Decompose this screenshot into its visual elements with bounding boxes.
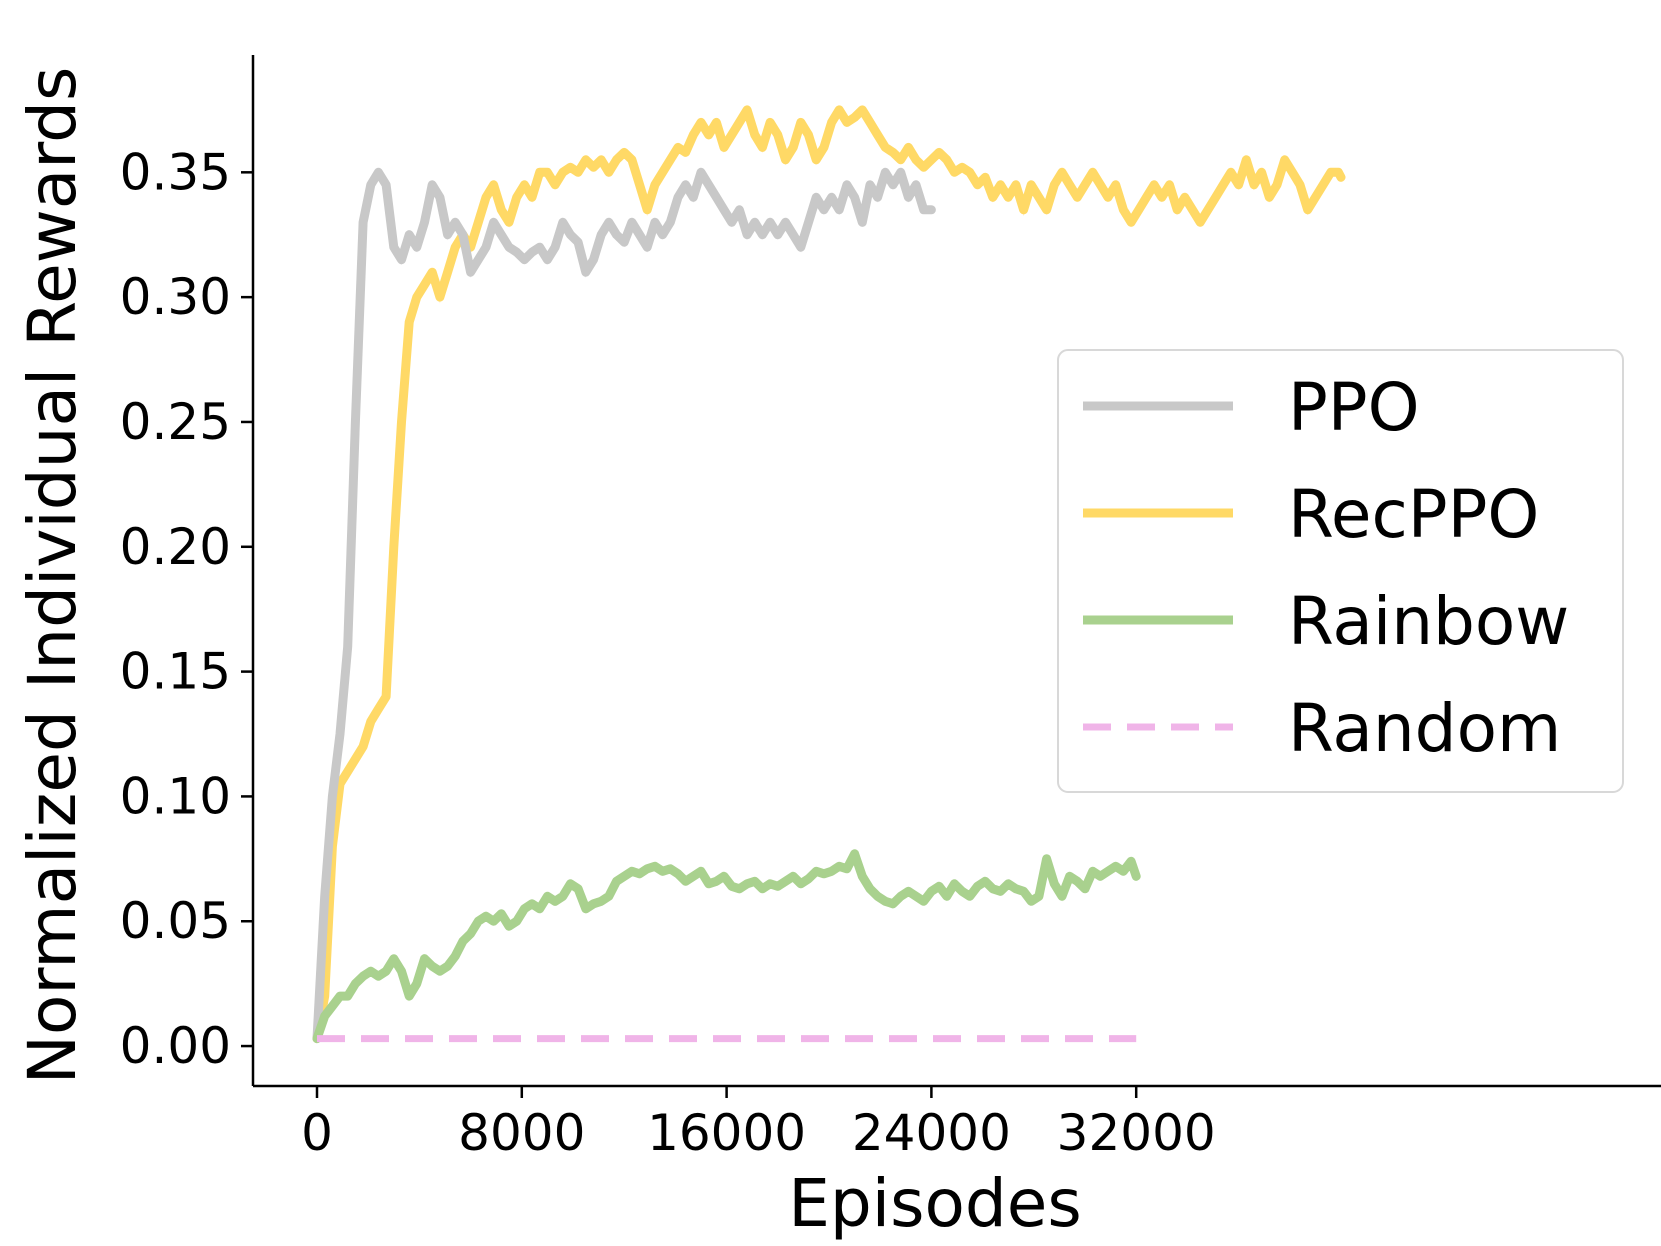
y-tick-label: 0.25	[120, 393, 231, 451]
y-axis-title: Normalized Individual Rewards	[14, 67, 91, 1085]
series-line-rainbow	[312, 849, 1141, 1044]
x-tick-label: 16000	[647, 1104, 806, 1162]
y-tick-label: 0.35	[120, 143, 231, 201]
series-line-ppo	[312, 167, 936, 1044]
y-tick-label: 0.30	[120, 268, 231, 326]
y-tick-label: 0.05	[120, 892, 231, 950]
series-line-recppo	[312, 105, 1346, 1044]
x-tick-label: 24000	[852, 1104, 1011, 1162]
legend-label-random: Random	[1288, 690, 1561, 767]
y-tick-label: 0.10	[120, 767, 231, 825]
x-ticks: 0 8000 16000 24000 32000	[301, 1086, 1216, 1162]
legend-label-recppo: RecPPO	[1288, 476, 1539, 553]
x-tick-label: 32000	[1057, 1104, 1216, 1162]
series-layer	[312, 105, 1346, 1044]
x-axis-title: Episodes	[788, 1165, 1082, 1242]
x-tick-label: 8000	[458, 1104, 585, 1162]
y-ticks: 0.00 0.05 0.10 0.15 0.20 0.25 0.30 0.35	[120, 143, 253, 1075]
series-raw-ppo	[316, 172, 932, 1042]
y-tick-label: 0.20	[120, 518, 231, 576]
x-tick-label: 0	[301, 1104, 333, 1162]
y-tick-label: 0.15	[120, 643, 231, 701]
y-tick-label: 0.00	[120, 1017, 231, 1075]
legend: PPO RecPPO Rainbow Random	[1057, 349, 1624, 793]
legend-frame	[1057, 349, 1624, 793]
legend-label-rainbow: Rainbow	[1288, 583, 1569, 660]
legend-label-ppo: PPO	[1288, 369, 1420, 446]
